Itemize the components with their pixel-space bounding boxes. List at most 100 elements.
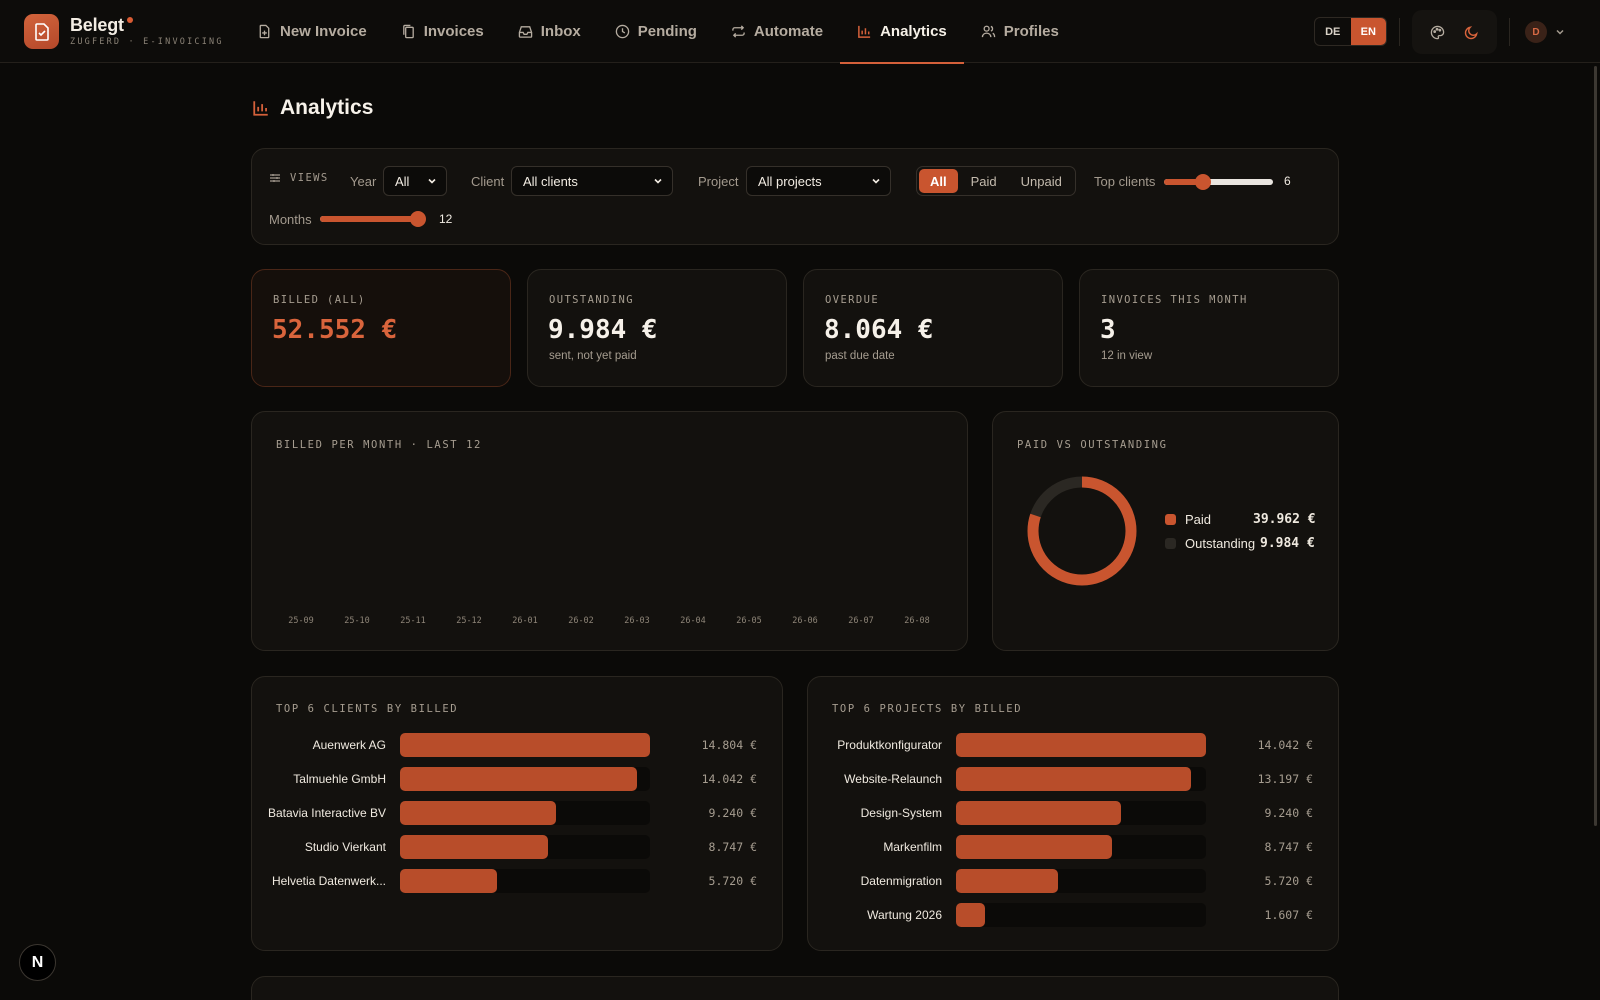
- scrollbar[interactable]: [1594, 66, 1597, 826]
- dev-tools-badge[interactable]: N: [19, 944, 56, 981]
- bar-value-label: 13.197 €: [1257, 772, 1313, 786]
- bar-track: [400, 767, 650, 791]
- file-check-icon: [34, 22, 49, 41]
- bar-value-label: 9.240 €: [1264, 806, 1313, 820]
- bar-track: [956, 801, 1206, 825]
- nav-label: Pending: [637, 23, 697, 40]
- project-select[interactable]: All projects: [746, 166, 891, 196]
- kpi-value: 8.064 €: [824, 315, 934, 345]
- page-header: Analytics: [252, 96, 373, 120]
- legend-label: Paid: [1185, 512, 1212, 527]
- legend-swatch: [1165, 514, 1176, 525]
- section-title: PAID VS OUTSTANDING: [1017, 439, 1168, 451]
- slider-thumb[interactable]: [410, 211, 426, 227]
- bar-label: Studio Vierkant: [304, 840, 386, 854]
- chevron-down-icon: [428, 178, 436, 184]
- bar-track: [956, 733, 1206, 757]
- kpi-label: BILLED (ALL): [273, 294, 366, 306]
- bar-track: [956, 767, 1206, 791]
- client-select[interactable]: All clients: [511, 166, 673, 196]
- sliders-icon: [270, 174, 280, 182]
- nav-invoices[interactable]: Invoices: [384, 0, 501, 63]
- legend-value: 9.984 €: [1260, 536, 1315, 551]
- bar-label: Wartung 2026: [867, 908, 942, 922]
- bar-track: [956, 835, 1206, 859]
- app-logo[interactable]: [24, 14, 59, 49]
- kpi-label: OUTSTANDING: [549, 294, 634, 306]
- months-slider[interactable]: [320, 211, 426, 227]
- donut-chart: [1027, 476, 1137, 586]
- bar: [400, 733, 650, 757]
- divider: [1399, 18, 1400, 46]
- bar-label: Produktkonfigurator: [837, 738, 942, 752]
- file-plus-icon: [259, 24, 270, 39]
- status-all-button[interactable]: All: [919, 169, 958, 193]
- nav-label: Invoices: [423, 23, 484, 40]
- bar-track: [400, 801, 650, 825]
- bar-track: [956, 869, 1206, 893]
- kpi-value: 9.984 €: [548, 315, 658, 345]
- nav-label: Automate: [753, 23, 824, 40]
- moon-icon[interactable]: [1464, 25, 1479, 40]
- month-tick-label: 26-03: [624, 616, 650, 626]
- bar: [956, 835, 1112, 859]
- status-paid-button[interactable]: Paid: [970, 173, 997, 189]
- palette-icon[interactable]: [1430, 25, 1445, 40]
- bar-label: Datenmigration: [860, 874, 942, 888]
- bar: [956, 801, 1121, 825]
- top-bar: Belegt ZUGFERD · E-INVOICING New Invoice…: [0, 0, 1600, 64]
- bar-label: Batavia Interactive BV: [267, 806, 386, 820]
- bar-label: Talmuehle GmbH: [293, 772, 386, 786]
- nav-new-invoice[interactable]: New Invoice: [240, 0, 384, 63]
- brand-name: Belegt: [70, 15, 124, 35]
- donut-paid-arc: [1027, 476, 1137, 586]
- legend-outstanding: Outstanding 9.984 €: [1165, 536, 1315, 551]
- lang-de-button[interactable]: DE: [1325, 25, 1341, 38]
- nav-label: Analytics: [880, 23, 947, 40]
- bar: [956, 767, 1191, 791]
- month-tick-label: 26-04: [680, 616, 706, 626]
- legend-swatch: [1165, 538, 1176, 549]
- status-unpaid-button[interactable]: Unpaid: [1020, 173, 1062, 189]
- chevron-down-icon: [872, 178, 880, 184]
- brand-dot: [126, 17, 133, 23]
- inbox-icon: [518, 26, 532, 38]
- bar-label: Design-System: [860, 806, 942, 820]
- avatar: D: [1525, 21, 1547, 43]
- legend-paid: Paid 39.962 €: [1165, 512, 1316, 527]
- theme-controls: [1412, 10, 1497, 54]
- nav-profiles[interactable]: Profiles: [964, 0, 1076, 63]
- bar-value-label: 14.804 €: [701, 738, 757, 752]
- kpi-outstanding-card: OUTSTANDING 9.984 € sent, not yet paid: [527, 269, 787, 387]
- bar-label: Website-Relaunch: [844, 772, 942, 786]
- bar-value-label: 5.720 €: [1264, 874, 1313, 888]
- kpi-value: 3: [1100, 315, 1116, 345]
- bar-label: Auenwerk AG: [312, 738, 386, 752]
- bar-value-label: 14.042 €: [1257, 738, 1313, 752]
- nav-automate[interactable]: Automate: [714, 0, 840, 63]
- nav-pending[interactable]: Pending: [598, 0, 714, 63]
- kpi-label: OVERDUE: [825, 294, 880, 306]
- bar-value-label: 9.240 €: [708, 806, 757, 820]
- bar-row: Wartung 2026 1.607 €: [808, 903, 1338, 927]
- lang-en-button[interactable]: EN: [1350, 18, 1386, 45]
- bar-value-label: 5.720 €: [708, 874, 757, 888]
- month-tick-label: 26-05: [736, 616, 762, 626]
- top-clients-slider[interactable]: [1164, 174, 1273, 190]
- month-tick-label: 25-12: [456, 616, 482, 626]
- nav-inbox[interactable]: Inbox: [501, 0, 598, 63]
- year-select[interactable]: All: [383, 166, 447, 196]
- nav-analytics[interactable]: Analytics: [840, 0, 964, 64]
- repeat-icon: [732, 25, 745, 38]
- kpi-subtext: 12 in view: [1101, 350, 1153, 362]
- legend-value: 39.962 €: [1253, 512, 1316, 527]
- bar-label: Markenfilm: [883, 840, 942, 854]
- user-menu[interactable]: D: [1525, 21, 1565, 43]
- brand-subtitle: ZUGFERD · E-INVOICING: [70, 37, 224, 47]
- section-title: TOP 6 PROJECTS BY BILLED: [832, 703, 1023, 715]
- bar-track: [956, 903, 1206, 927]
- billed-per-month-card: BILLED PER MONTH · LAST 12 25-09 25-10 25-…: [251, 411, 968, 651]
- slider-thumb[interactable]: [1195, 174, 1212, 190]
- brand: Belegt ZUGFERD · E-INVOICING: [70, 15, 224, 47]
- month-tick-label: 26-02: [568, 616, 594, 626]
